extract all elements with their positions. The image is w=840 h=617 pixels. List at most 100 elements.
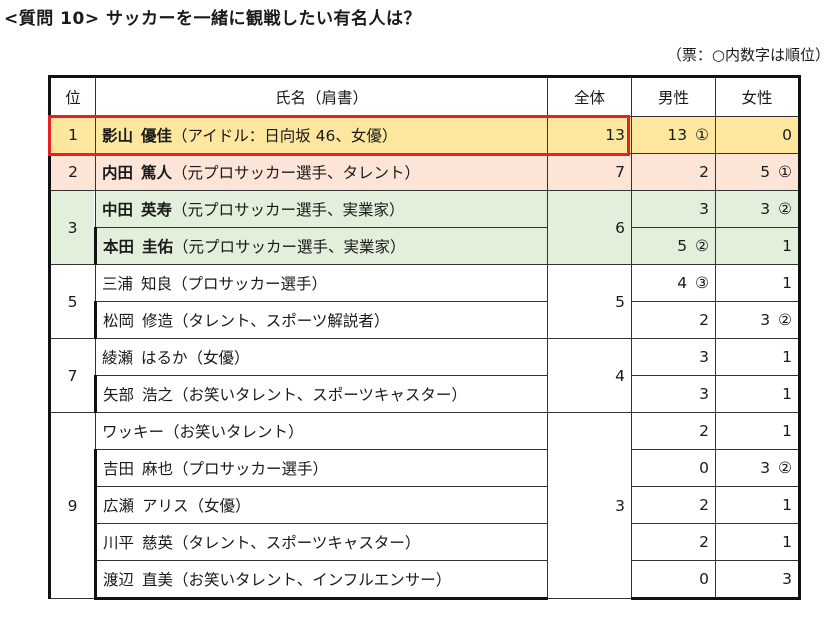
male-votes: 5	[677, 237, 688, 255]
table-row: 川平 慈英（タレント、スポーツキャスター） 2 1	[49, 523, 801, 561]
rank-cell: 2	[48, 153, 96, 191]
person-name-cell: 綾瀬 はるか（女優）	[95, 338, 548, 376]
female-votes-cell: 1	[715, 338, 801, 376]
male-votes-cell: 0	[631, 560, 716, 600]
female-rank-badge: ①	[778, 163, 792, 181]
female-votes: 1	[782, 422, 792, 440]
person-name-cell: 矢部 浩之（お笑いタレント、スポーツキャスター）	[94, 375, 548, 413]
person-name: 中田 英寿	[102, 201, 172, 219]
male-votes-cell: 2	[631, 301, 716, 339]
ranking-body: 1 影山 優佳（アイドル：日向坂 46、女優） 13 13 ① 0 2 内田 篤人（元プロサッカー…	[48, 116, 801, 600]
person-name-cell: ワッキー（お笑いタレント）	[95, 412, 548, 450]
given-name: 圭佑	[142, 238, 174, 256]
given-name: 篤人	[141, 164, 173, 182]
female-votes: 3	[760, 311, 771, 329]
person-name-cell: 吉田 麻也（プロサッカー選手）	[94, 449, 548, 487]
table-row: 2 内田 篤人（元プロサッカー選手、タレント） 7 2 5 ①	[48, 153, 801, 191]
family-name: 川平	[103, 534, 135, 552]
female-votes: 1	[782, 533, 792, 551]
female-votes: 3	[760, 200, 771, 218]
given-name: 修造	[142, 312, 174, 330]
survey-question-title: <質問 10> サッカーを一緒に観戦したい有名人は？	[4, 9, 421, 29]
person-role: （プロサッカー選手）	[172, 275, 328, 293]
person-name: ワッキー	[102, 423, 164, 441]
ranking-table: 位 氏名（肩書） 全体 男性 女性 1 影山 優佳（アイドル：日向坂 46、女優） 1…	[48, 75, 801, 600]
male-votes: 0	[699, 570, 709, 588]
person-name: 松岡 修造	[103, 312, 173, 330]
table-row: 5 三浦 知良（プロサッカー選手） 5 4 ③ 1	[48, 264, 801, 339]
family-name: 影山	[102, 127, 134, 145]
family-name: 渡辺	[103, 571, 135, 589]
header-total: 全体	[547, 75, 632, 117]
person-name: 矢部 浩之	[103, 386, 173, 404]
family-name: 矢部	[103, 386, 135, 404]
male-votes-cell: 2	[631, 486, 716, 524]
female-rank-badge: ②	[778, 311, 792, 329]
male-votes: 4	[677, 274, 688, 292]
total-votes-cell: 6	[547, 190, 632, 265]
total-votes-cell: 7	[547, 153, 632, 191]
vote-note: （票：○内数字は順位）	[666, 46, 830, 64]
given-name: 浩之	[142, 386, 174, 404]
person-role: （元プロサッカー選手、タレント）	[172, 164, 421, 182]
male-votes: 3	[699, 385, 709, 403]
female-votes: 3	[782, 570, 792, 588]
female-votes-cell: 1	[715, 486, 801, 524]
table-row: 渡辺 直美（お笑いタレント、インフルエンサー） 0 3	[49, 560, 801, 600]
table-row: 9 ワッキー（お笑いタレント） 3 2 1	[48, 412, 801, 599]
family-name: 本田	[103, 238, 135, 256]
person-role: （タレント、スポーツキャスター）	[173, 534, 421, 552]
header-row: 位 氏名（肩書） 全体 男性 女性	[48, 75, 801, 117]
person-role: （アイドル：日向坂 46、女優）	[172, 127, 398, 145]
male-votes-cell: 13 ①	[631, 116, 716, 154]
male-rank-badge: ②	[695, 237, 709, 255]
male-votes-cell: 2	[631, 412, 716, 450]
family-name: 三浦	[102, 275, 134, 293]
female-votes-cell: 1	[715, 375, 801, 413]
given-name: 知良	[141, 275, 173, 293]
family-name: 内田	[102, 164, 134, 182]
table-row: 吉田 麻也（プロサッカー選手） 0 3 ②	[49, 449, 801, 487]
total-votes-cell: 4	[547, 338, 632, 413]
person-name: 三浦 知良	[102, 275, 172, 293]
family-name: 吉田	[103, 460, 135, 478]
male-votes: 2	[699, 163, 709, 181]
male-votes-cell: 3	[631, 375, 716, 413]
table-row: 7 綾瀬 はるか（女優） 4 3 1	[48, 338, 801, 413]
person-role: （お笑いタレント、スポーツキャスター）	[173, 386, 467, 404]
table-row: 矢部 浩之（お笑いタレント、スポーツキャスター） 3 1	[49, 375, 801, 413]
person-role: （元プロサッカー選手、実業家）	[172, 201, 405, 219]
male-votes-cell: 3	[631, 190, 716, 228]
person-name-cell: 本田 圭佑（元プロサッカー選手、実業家）	[94, 227, 548, 265]
family-name: ワッキー	[102, 423, 165, 441]
male-votes: 2	[699, 422, 709, 440]
person-name-cell: 三浦 知良（プロサッカー選手）	[95, 264, 548, 302]
rank-cell: 5	[48, 264, 96, 339]
female-votes: 0	[782, 126, 792, 144]
male-votes: 2	[699, 533, 709, 551]
female-votes-cell: 1	[715, 264, 801, 302]
male-votes-cell: 2	[631, 153, 716, 191]
table-row: 広瀬 アリス（女優） 2 1	[49, 486, 801, 524]
female-votes-cell: 3	[715, 560, 801, 600]
male-votes: 0	[699, 459, 709, 477]
person-role: （女優）	[187, 349, 250, 367]
family-name: 広瀬	[103, 497, 135, 515]
header-female: 女性	[715, 75, 801, 117]
given-name: 優佳	[141, 127, 173, 145]
male-votes-cell: 2	[631, 523, 716, 561]
female-votes: 1	[782, 274, 792, 292]
header-rank: 位	[48, 75, 96, 117]
family-name: 中田	[102, 201, 134, 219]
given-name: はるか	[141, 349, 188, 367]
person-role: （タレント、スポーツ解説者）	[173, 312, 390, 330]
person-name: 広瀬 アリス	[103, 497, 189, 515]
family-name: 綾瀬	[102, 349, 134, 367]
person-name-cell: 中田 英寿（元プロサッカー選手、実業家）	[95, 190, 548, 228]
rank-cell: 9	[48, 412, 96, 599]
male-votes: 13	[667, 126, 688, 144]
male-votes: 2	[699, 496, 709, 514]
rank-cell: 3	[48, 190, 96, 265]
